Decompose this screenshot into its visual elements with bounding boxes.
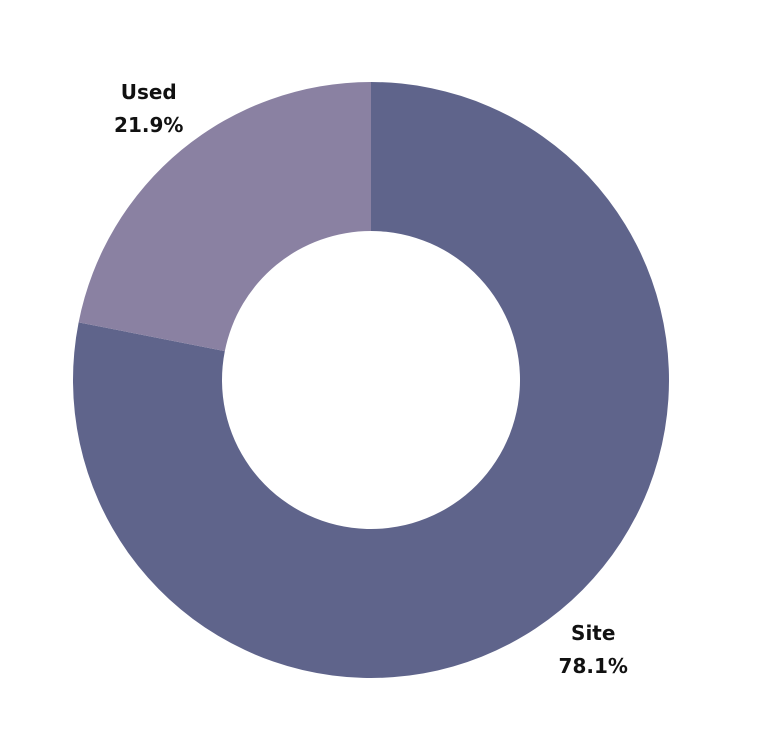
donut-slice: [78, 82, 372, 352]
slice-label: Used: [121, 80, 177, 104]
value-label: 21.9%: [114, 113, 183, 137]
donut-slice: [72, 82, 669, 678]
value-label: 78.1%: [559, 654, 628, 678]
slice-label: Site: [571, 621, 615, 645]
